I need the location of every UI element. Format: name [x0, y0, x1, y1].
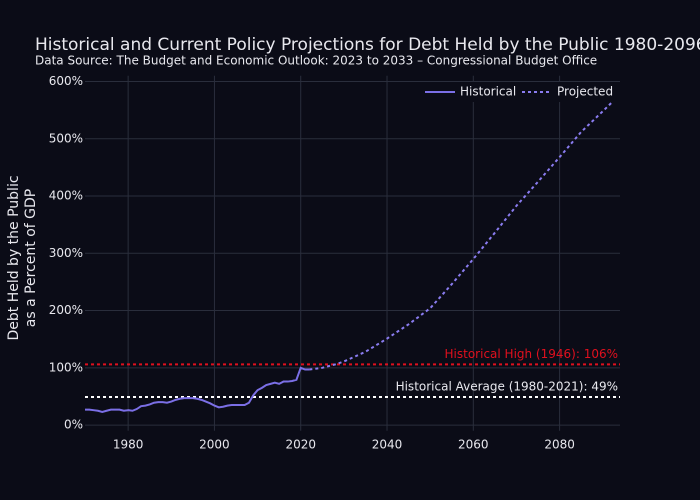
chart-title: Historical and Current Policy Projection…	[35, 35, 700, 55]
reference-label: Historical High (1946): 106%	[445, 347, 618, 361]
y-tick-label: 400%	[49, 189, 83, 203]
y-tick-label: 0%	[64, 418, 83, 432]
y-axis-title: Debt Held by the Public	[6, 175, 22, 340]
y-axis-title: as a Percent of GDP	[23, 189, 39, 328]
x-tick-label: 2080	[544, 437, 575, 451]
x-tick-label: 1980	[113, 437, 144, 451]
reference-label: Historical Average (1980-2021): 49%	[396, 380, 618, 394]
legend-label: Projected	[557, 85, 613, 99]
x-tick-label: 2060	[458, 437, 489, 451]
y-tick-label: 100%	[49, 360, 83, 374]
x-tick-label: 2020	[285, 437, 316, 451]
chart-subtitle: Data Source: The Budget and Economic Out…	[35, 54, 597, 68]
y-tick-label: 200%	[49, 303, 83, 317]
x-tick-label: 2040	[372, 437, 403, 451]
y-tick-label: 500%	[49, 131, 83, 145]
data-line	[85, 366, 310, 413]
y-tick-label: 600%	[49, 74, 83, 88]
y-tick-label: 300%	[49, 246, 83, 260]
legend-background	[420, 82, 620, 102]
x-tick-label: 2000	[199, 437, 230, 451]
data-line	[309, 97, 617, 371]
legend-label: Historical	[460, 85, 516, 99]
